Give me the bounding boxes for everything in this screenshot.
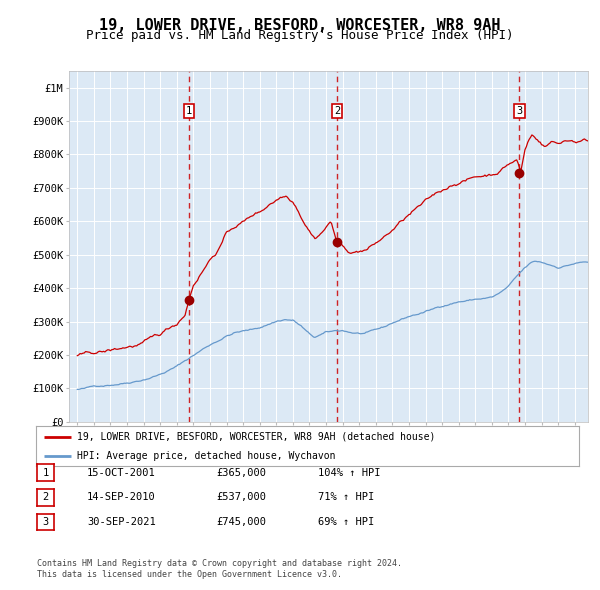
Text: 2: 2 xyxy=(43,493,49,502)
Text: 19, LOWER DRIVE, BESFORD, WORCESTER, WR8 9AH: 19, LOWER DRIVE, BESFORD, WORCESTER, WR8… xyxy=(99,18,501,32)
Text: 3: 3 xyxy=(517,106,523,116)
Text: 30-SEP-2021: 30-SEP-2021 xyxy=(87,517,156,527)
Text: 104% ↑ HPI: 104% ↑ HPI xyxy=(318,468,380,477)
Text: 69% ↑ HPI: 69% ↑ HPI xyxy=(318,517,374,527)
Text: 3: 3 xyxy=(43,517,49,527)
Text: Price paid vs. HM Land Registry's House Price Index (HPI): Price paid vs. HM Land Registry's House … xyxy=(86,30,514,42)
Text: Contains HM Land Registry data © Crown copyright and database right 2024.: Contains HM Land Registry data © Crown c… xyxy=(37,559,402,568)
Text: 1: 1 xyxy=(186,106,193,116)
Text: This data is licensed under the Open Government Licence v3.0.: This data is licensed under the Open Gov… xyxy=(37,571,342,579)
Text: 1: 1 xyxy=(43,468,49,477)
Text: 14-SEP-2010: 14-SEP-2010 xyxy=(87,493,156,502)
Text: 71% ↑ HPI: 71% ↑ HPI xyxy=(318,493,374,502)
Text: £537,000: £537,000 xyxy=(216,493,266,502)
Text: £365,000: £365,000 xyxy=(216,468,266,477)
Text: HPI: Average price, detached house, Wychavon: HPI: Average price, detached house, Wych… xyxy=(77,451,335,461)
Text: 15-OCT-2001: 15-OCT-2001 xyxy=(87,468,156,477)
Text: 19, LOWER DRIVE, BESFORD, WORCESTER, WR8 9AH (detached house): 19, LOWER DRIVE, BESFORD, WORCESTER, WR8… xyxy=(77,432,435,442)
Text: £745,000: £745,000 xyxy=(216,517,266,527)
Text: 2: 2 xyxy=(334,106,340,116)
